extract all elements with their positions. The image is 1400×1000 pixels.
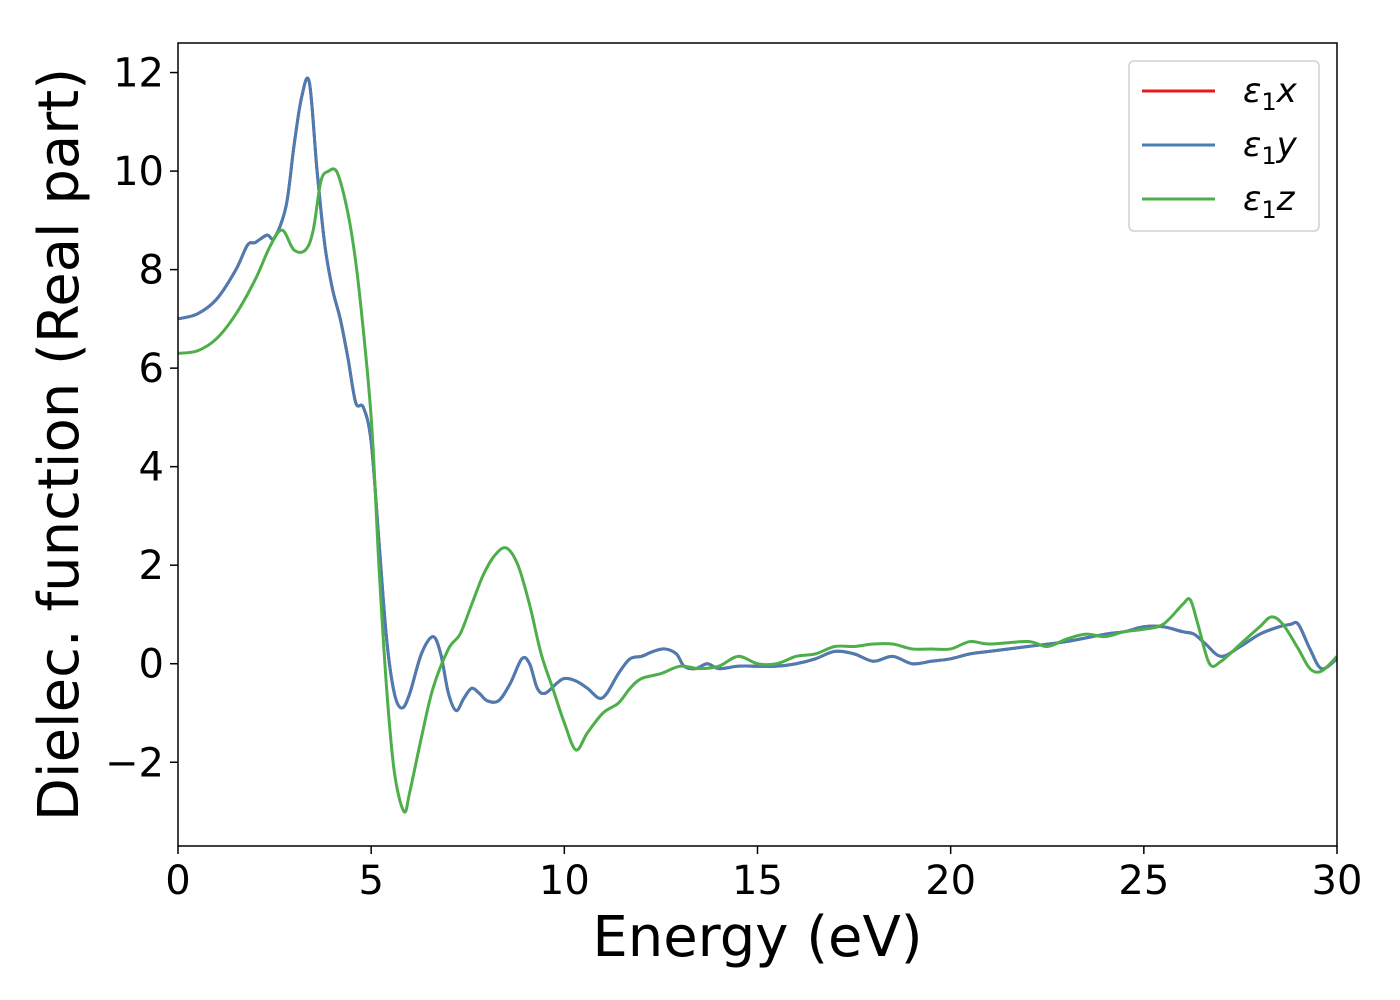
legend-label-x: ε1x — [1243, 71, 1298, 116]
x-tick-label: 5 — [358, 858, 383, 904]
y-axis-title: Dielec. function (Real part) — [27, 68, 92, 821]
legend: ε1x ε1y ε1z — [1128, 60, 1320, 232]
plot-lines — [178, 76, 1337, 814]
y-tick-label: 10 — [113, 149, 164, 195]
x-tick-label: 20 — [925, 858, 976, 904]
y-tick-label: 6 — [139, 346, 164, 392]
y-tick-label: 12 — [113, 51, 164, 97]
y-tick-label: −2 — [105, 740, 164, 786]
legend-label-z: ε1z — [1243, 179, 1296, 224]
x-tick-label: 25 — [1118, 858, 1169, 904]
legend-box — [1128, 60, 1320, 232]
x-tick-label: 0 — [165, 858, 190, 904]
series-line-y — [178, 76, 1337, 713]
legend-label-y: ε1y — [1243, 125, 1298, 170]
x-tick-label: 10 — [539, 858, 590, 904]
y-tick-label: 0 — [139, 642, 164, 688]
x-axis-title: Energy (eV) — [592, 905, 922, 970]
y-tick-label: 4 — [139, 445, 164, 491]
x-tick-label: 15 — [732, 858, 783, 904]
x-axis: 0 5 10 15 20 25 30 — [165, 846, 1362, 904]
y-tick-label: 2 — [139, 543, 164, 589]
y-axis: −2 0 2 4 6 8 10 12 — [105, 51, 178, 786]
series-line-z — [178, 167, 1337, 814]
x-tick-label: 30 — [1312, 858, 1363, 904]
y-tick-label: 8 — [139, 248, 164, 294]
